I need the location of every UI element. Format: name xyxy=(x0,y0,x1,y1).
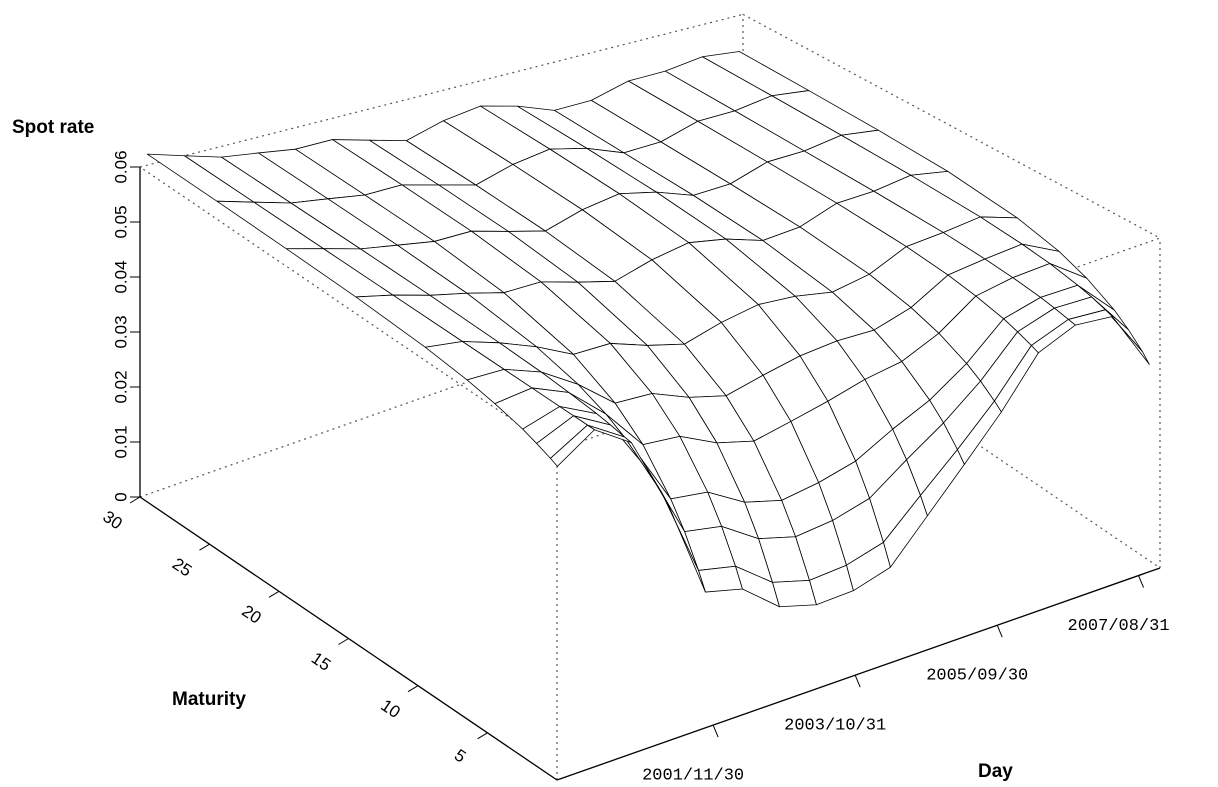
x-tick-label: 25 xyxy=(169,554,195,580)
z-tick-label: 0.02 xyxy=(111,370,130,403)
x-tick xyxy=(477,732,488,740)
x-tick xyxy=(199,543,210,551)
box-edge xyxy=(139,13,744,168)
z-axis-title: Spot rate xyxy=(12,117,94,138)
x-tick xyxy=(338,638,349,645)
surface-cell xyxy=(698,565,743,593)
z-tick-label: 0.05 xyxy=(111,205,130,238)
x-tick-label: 15 xyxy=(308,648,334,674)
x-tick xyxy=(129,496,141,504)
z-tick-label: 0.04 xyxy=(111,260,130,293)
y-tick-label: 2007/08/31 xyxy=(1068,617,1170,636)
y-tick-label: 2001/11/30 xyxy=(642,767,744,786)
box-edge xyxy=(742,13,1161,239)
surface-cell xyxy=(1105,309,1150,365)
y-tick xyxy=(712,724,719,738)
x-tick-label: 10 xyxy=(377,696,403,722)
y-tick-label: 2003/10/31 xyxy=(784,717,886,736)
y-tick xyxy=(1138,575,1145,588)
y-tick xyxy=(854,674,861,688)
x-tick-label: 5 xyxy=(451,745,469,766)
x-tick xyxy=(268,590,280,598)
z-tick-label: 0.01 xyxy=(111,425,130,458)
x-tick-label: 20 xyxy=(238,601,264,627)
z-tick-label: 0.06 xyxy=(111,150,130,183)
box-edge xyxy=(139,284,744,498)
z-tick-label: 0 xyxy=(111,492,130,501)
z-tick-label: 0.03 xyxy=(111,315,130,348)
y-tick xyxy=(996,625,1003,638)
y-tick-label: 2005/09/30 xyxy=(926,667,1028,686)
surface-cell xyxy=(550,424,595,467)
x-axis-title: Maturity xyxy=(172,689,246,710)
x-tick xyxy=(407,685,419,693)
x-tick-label: 30 xyxy=(99,507,125,533)
surface-cell xyxy=(772,579,817,608)
y-axis-title: Day xyxy=(978,761,1013,782)
y-axis-line xyxy=(556,567,1161,781)
